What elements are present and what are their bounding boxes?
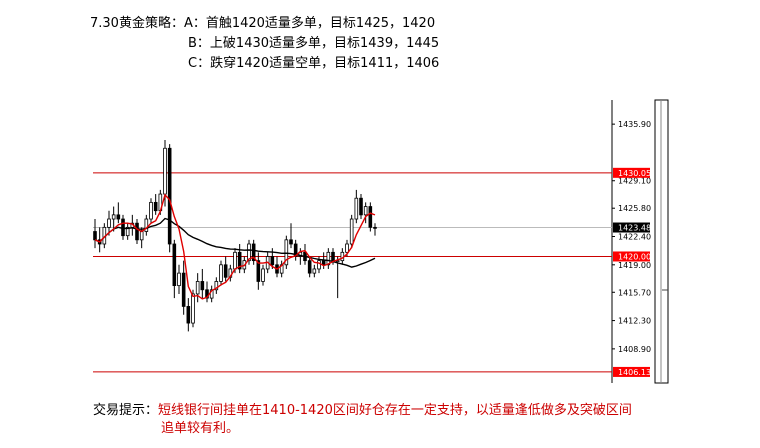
candle-body bbox=[214, 281, 219, 291]
current-price-tag-label: 1423.48 bbox=[618, 224, 651, 233]
candle-body bbox=[223, 264, 228, 278]
candle-body bbox=[247, 243, 251, 262]
candle-body bbox=[121, 218, 125, 237]
trade-tip: 交易提示：短线银行间挂单在1410-1420区间好仓存在一定支持，以适量逢低做多… bbox=[93, 402, 693, 438]
ma-fast-line bbox=[94, 193, 376, 300]
candle-body bbox=[317, 260, 321, 270]
candle-body bbox=[293, 243, 298, 257]
level-price-tag-label: 1406.13 bbox=[618, 368, 651, 377]
level-price-tag bbox=[613, 167, 650, 178]
axis-tick-label: 1419.00 bbox=[618, 261, 651, 270]
strategy-block: 7.30黄金策略：A：首触1420适量多单，目标1425，1420 B：上破14… bbox=[90, 14, 439, 74]
candle-body bbox=[349, 218, 354, 245]
candle-body bbox=[172, 243, 177, 287]
candle-body bbox=[167, 147, 172, 245]
candle-body bbox=[163, 147, 167, 195]
candle-body bbox=[135, 222, 139, 241]
candle-body bbox=[335, 260, 340, 263]
candle-body bbox=[321, 260, 326, 266]
candles bbox=[93, 139, 377, 332]
candle-body bbox=[331, 251, 335, 262]
candle-body bbox=[195, 281, 200, 295]
candle-body bbox=[93, 231, 97, 241]
trade-tip-label: 交易提示： bbox=[93, 403, 159, 418]
candle-body bbox=[237, 251, 242, 270]
candle-body bbox=[116, 214, 121, 220]
candle-body bbox=[111, 214, 116, 220]
axis-tick-label: 1408.90 bbox=[618, 345, 651, 354]
candle-body bbox=[205, 289, 209, 299]
strategy-option-c: C：跌穿1420适量空单，目标1411，1406 bbox=[188, 56, 440, 71]
trade-tip-text-1: 短线银行间挂单在1410-1420区间好仓存在一定支持，以适量逢低做多及突破区间 bbox=[158, 403, 632, 418]
current-price-tag bbox=[613, 222, 650, 233]
candle-body bbox=[186, 306, 191, 324]
moving-averages bbox=[94, 193, 376, 300]
level-price-tag bbox=[613, 251, 650, 262]
candle-body bbox=[289, 239, 293, 245]
chart-frame bbox=[611, 99, 669, 384]
strategy-title: 7.30黄金策略： bbox=[90, 16, 184, 31]
price-axis: 1435.90 1429.10 1425.80 1422.40 1419.00 1415.… bbox=[612, 120, 651, 377]
strategy-line-a: 7.30黄金策略：A：首触1420适量多单，目标1425，1420 bbox=[90, 14, 439, 34]
candle-body bbox=[326, 251, 331, 266]
candle-body bbox=[144, 218, 149, 232]
candle-body bbox=[181, 272, 186, 307]
candle-body bbox=[284, 239, 289, 266]
candle-body bbox=[153, 201, 158, 212]
candle-body bbox=[312, 268, 317, 274]
axis-tick-label: 1425.80 bbox=[618, 204, 651, 213]
level-lines bbox=[93, 172, 612, 373]
axis-tick-label: 1415.70 bbox=[618, 288, 651, 297]
candle-body bbox=[107, 218, 111, 228]
candle-body bbox=[191, 293, 195, 324]
axis-tick-label: 1435.90 bbox=[618, 120, 651, 129]
strategy-line-b: B：上破1430适量多单，目标1439，1445 bbox=[90, 34, 439, 54]
strategy-line-c: C：跌穿1420适量空单，目标1411，1406 bbox=[90, 54, 439, 74]
candle-body bbox=[200, 281, 205, 291]
candle-body bbox=[219, 264, 223, 282]
candle-body bbox=[345, 243, 349, 253]
level-price-tag bbox=[613, 366, 650, 377]
candle-body bbox=[307, 260, 312, 274]
candle-body bbox=[270, 256, 275, 266]
level-price-tag-label: 1420.00 bbox=[618, 252, 651, 261]
candle-body bbox=[261, 268, 265, 282]
candle-body bbox=[209, 289, 214, 299]
axis-tick-label: 1429.10 bbox=[618, 177, 651, 186]
candle-body bbox=[373, 226, 377, 229]
level-price-tag-label: 1430.05 bbox=[618, 169, 651, 178]
candle-body bbox=[359, 197, 363, 216]
trade-tip-text-2: 追单较有利。 bbox=[161, 421, 240, 436]
candle-body bbox=[149, 201, 153, 220]
candle-body bbox=[139, 231, 144, 241]
candle-body bbox=[354, 197, 359, 220]
ma-slow-line bbox=[94, 217, 376, 268]
candle-body bbox=[125, 226, 130, 237]
candle-body bbox=[368, 206, 373, 228]
axis-tick-label: 1412.30 bbox=[618, 317, 651, 326]
strategy-option-b: B：上破1430适量多单，目标1439，1445 bbox=[188, 36, 440, 51]
candle-body bbox=[251, 243, 256, 262]
axis-tick-label: 1422.40 bbox=[618, 233, 651, 242]
candle-body bbox=[256, 260, 261, 282]
candle-body bbox=[177, 272, 181, 287]
candle-body bbox=[363, 206, 368, 216]
candle-body bbox=[233, 251, 237, 270]
strategy-option-a: A：首触1420适量多单，目标1425，1420 bbox=[183, 16, 436, 31]
